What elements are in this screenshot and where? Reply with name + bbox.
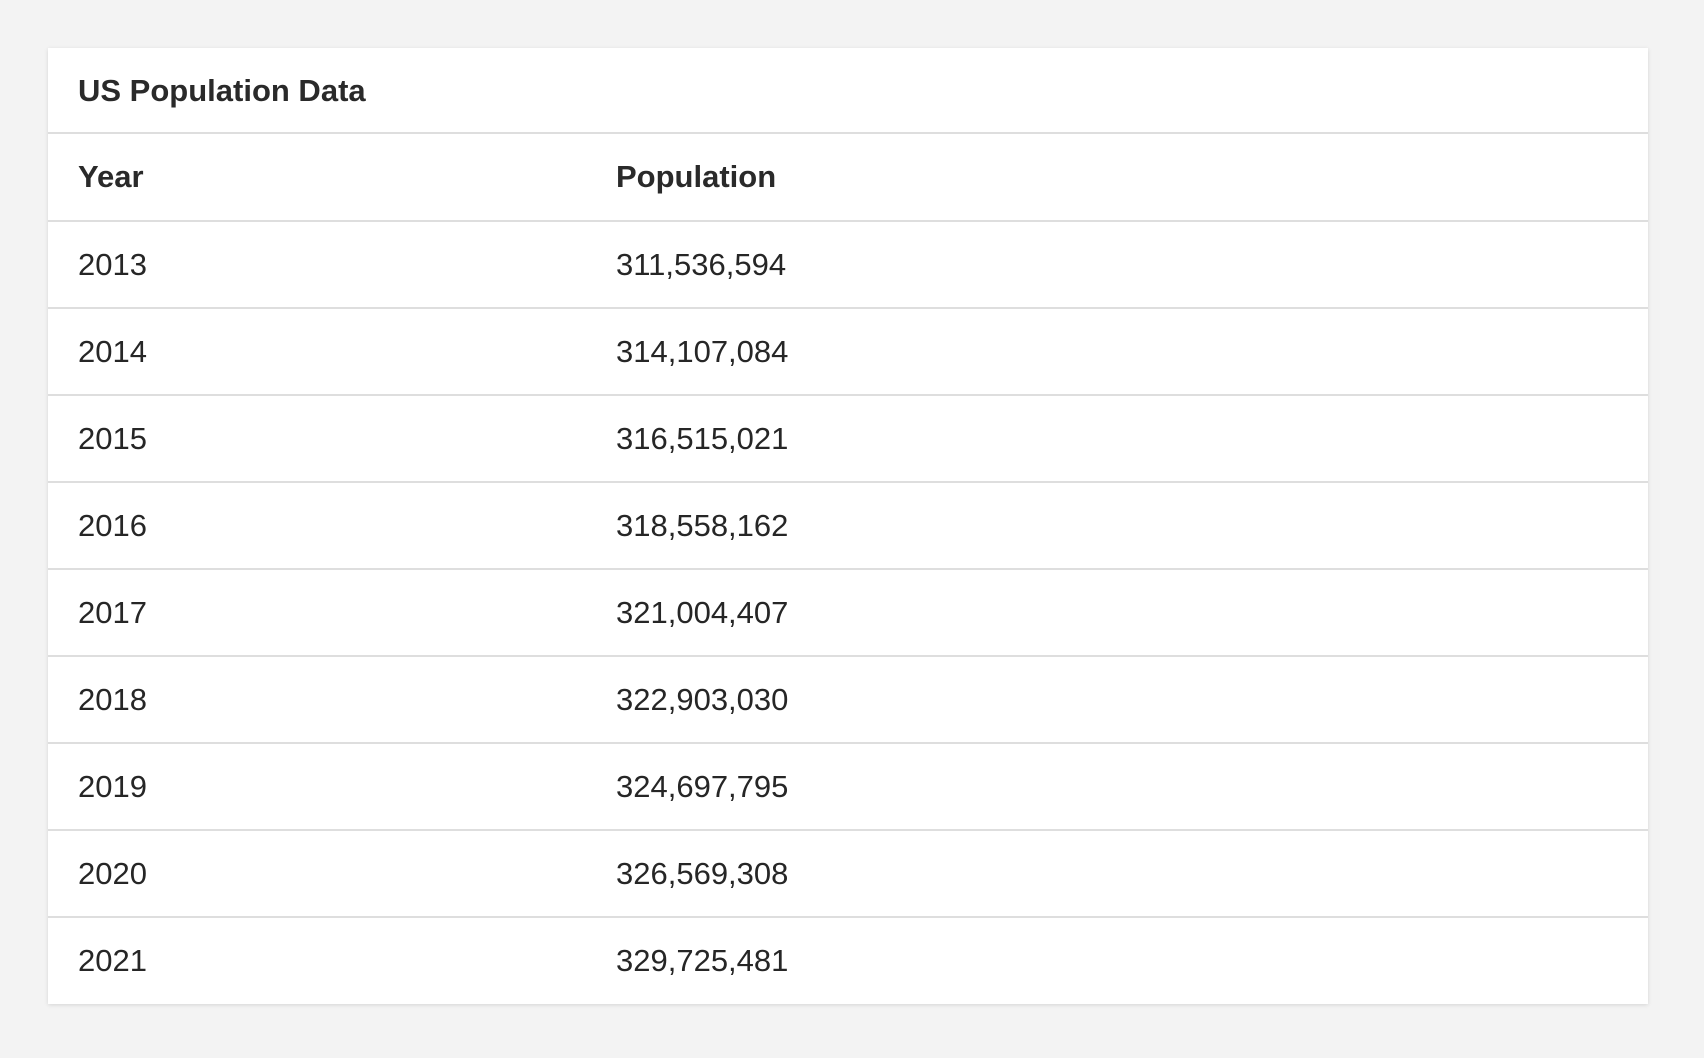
population-table: Year Population 2013 311,536,594 2014 31… [48, 134, 1648, 1004]
year-cell: 2013 [48, 221, 616, 309]
population-cell: 316,515,021 [616, 395, 1648, 483]
column-header-year: Year [48, 134, 616, 222]
year-cell: 2016 [48, 482, 616, 570]
year-cell: 2019 [48, 743, 616, 831]
table-header-row: Year Population [48, 134, 1648, 222]
population-cell: 329,725,481 [616, 943, 789, 978]
population-cell: 326,569,308 [616, 830, 1648, 918]
table-row: 2018 322,903,030 [48, 656, 1648, 744]
table-row: 2019 324,697,795 [48, 743, 1648, 831]
year-cell: 2017 [48, 569, 616, 657]
population-card: US Population Data Year Population 2013 … [48, 48, 1648, 1004]
table-row: 2013 311,536,594 [48, 221, 1648, 309]
population-cell: 314,107,084 [616, 308, 1648, 396]
population-cell: 324,697,795 [616, 743, 1648, 831]
table-row: 2015 316,515,021 [48, 395, 1648, 483]
column-header-population: Population [616, 134, 1648, 222]
year-cell: 2018 [48, 656, 616, 744]
table-row: 2020 326,569,308 [48, 830, 1648, 918]
year-cell: 2015 [48, 395, 616, 483]
population-cell: 322,903,030 [616, 656, 1648, 744]
population-cell: 321,004,407 [616, 569, 1648, 657]
population-cell: 318,558,162 [616, 482, 1648, 570]
table-row: 2017 321,004,407 [48, 569, 1648, 657]
year-cell: 2014 [48, 308, 616, 396]
population-cell: 311,536,594 [616, 221, 1648, 309]
table-row: 2021 329,725,481 [48, 917, 1648, 1004]
card-title: US Population Data [48, 48, 1648, 134]
table-row: 2014 314,107,084 [48, 308, 1648, 396]
table-row: 2016 318,558,162 [48, 482, 1648, 570]
year-cell: 2021 [78, 943, 147, 978]
year-cell: 2020 [48, 830, 616, 918]
